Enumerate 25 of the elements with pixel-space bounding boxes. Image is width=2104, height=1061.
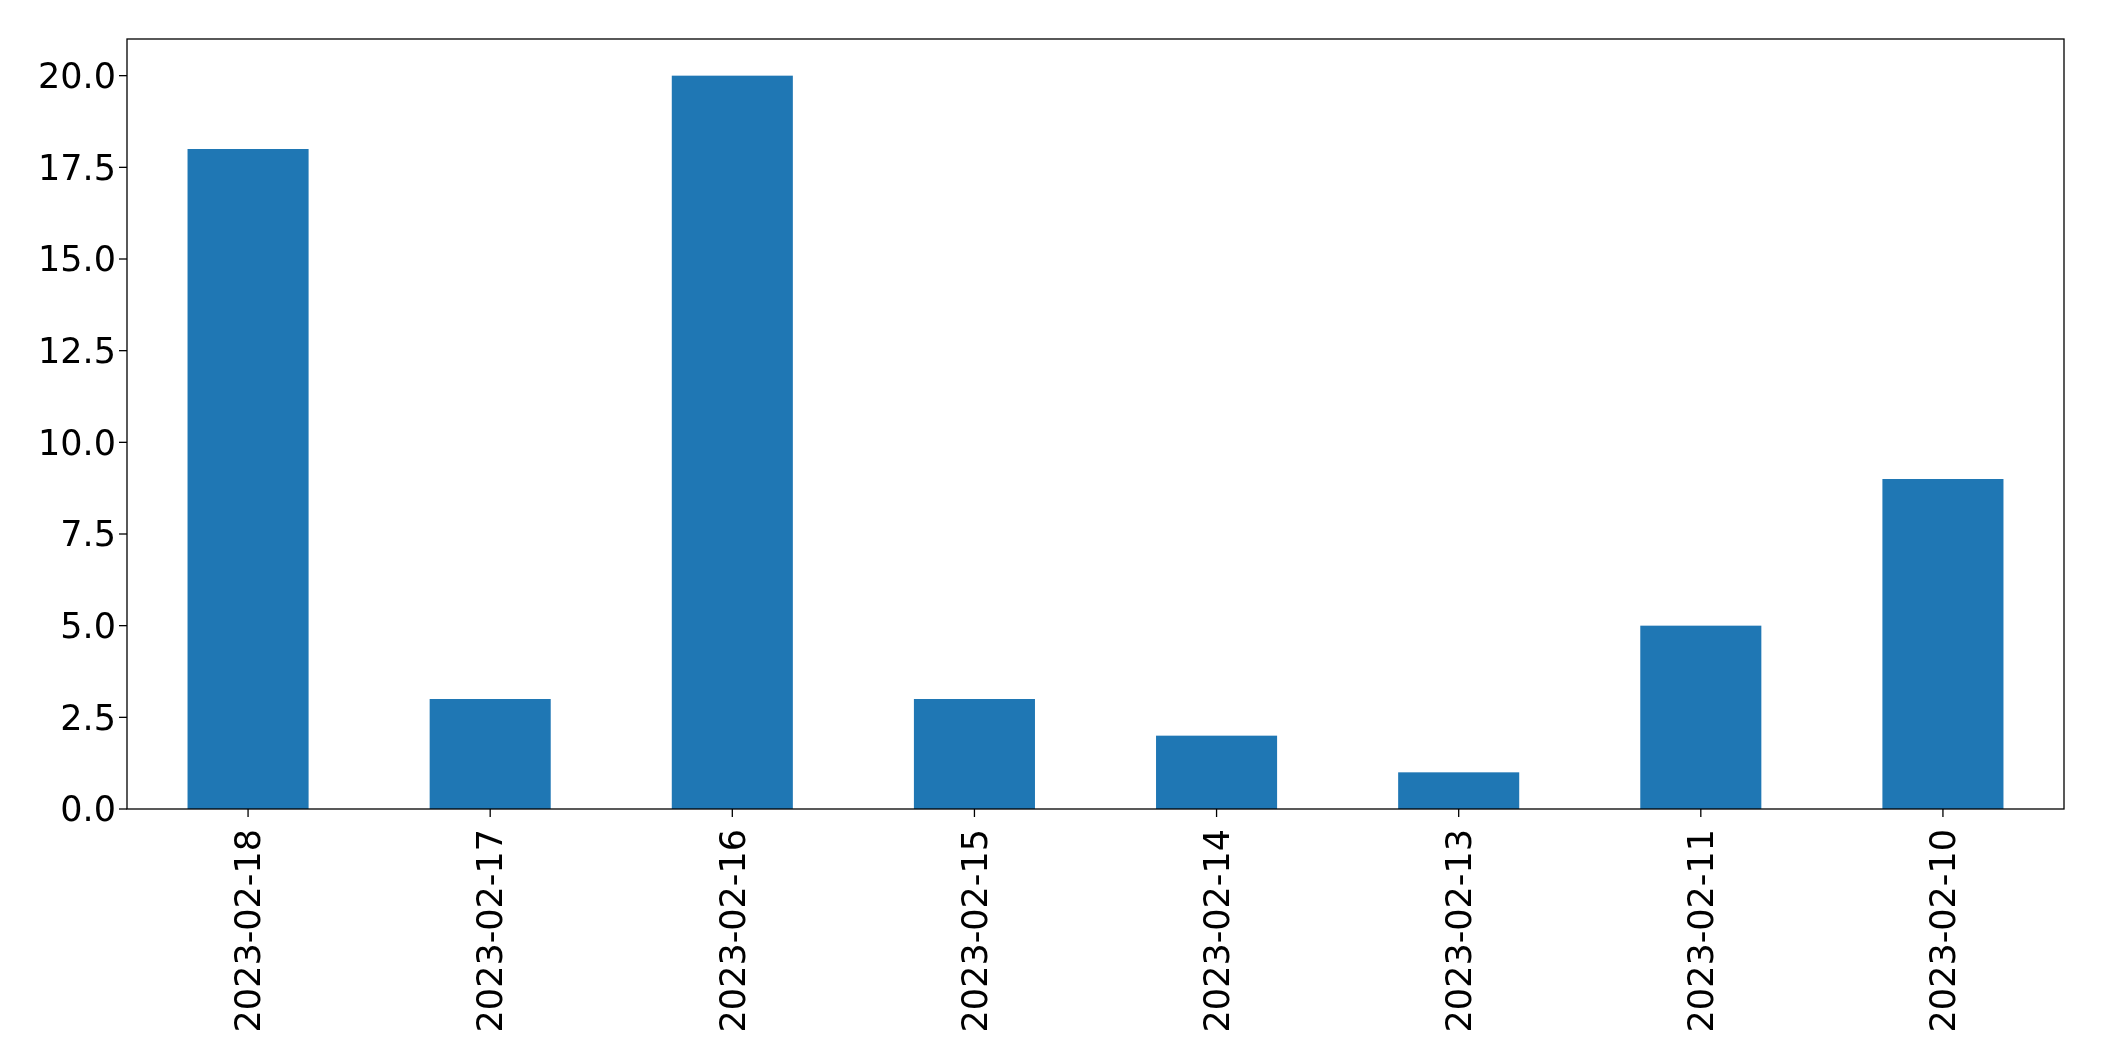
y-tick-label: 2.5: [60, 697, 116, 738]
y-tick-label: 0.0: [60, 789, 116, 830]
y-tick-label: 7.5: [60, 514, 116, 555]
x-tick-label: 2023-02-18: [228, 829, 269, 1033]
y-tick-label: 20.0: [38, 55, 116, 96]
bar: [1882, 479, 2004, 809]
bar: [187, 149, 309, 809]
y-tick-label: 10.0: [38, 422, 116, 463]
x-tick-label: 2023-02-17: [470, 829, 511, 1033]
y-tick-label: 15.0: [38, 239, 116, 280]
x-tick-label: 2023-02-15: [954, 829, 995, 1033]
x-tick-label: 2023-02-16: [712, 829, 753, 1033]
y-tick-label: 5.0: [60, 605, 116, 646]
bar: [1156, 735, 1278, 809]
bar: [429, 699, 551, 809]
bar: [1398, 772, 1520, 809]
bar: [671, 75, 793, 809]
x-tick-label: 2023-02-11: [1681, 829, 1722, 1033]
x-tick-label: 2023-02-10: [1923, 829, 1964, 1033]
y-tick-label: 12.5: [38, 330, 116, 371]
y-tick-label: 17.5: [38, 147, 116, 188]
bar: [1640, 625, 1762, 809]
x-tick-label: 2023-02-14: [1196, 829, 1237, 1033]
x-tick-label: 2023-02-13: [1438, 829, 1479, 1033]
bar: [913, 699, 1035, 809]
